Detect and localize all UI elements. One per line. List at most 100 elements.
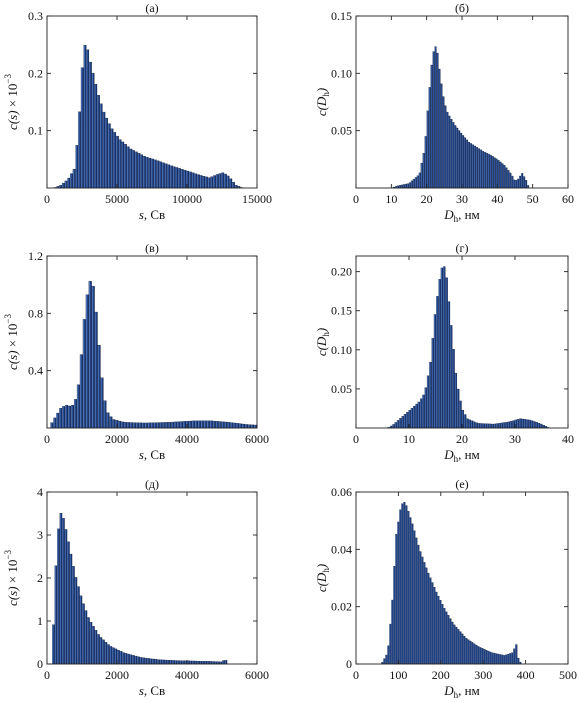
bar <box>100 377 104 429</box>
bar <box>519 418 522 429</box>
bar <box>389 623 392 665</box>
y-tick-label: 0.02 <box>331 600 352 614</box>
bar <box>94 630 98 665</box>
bar <box>521 173 524 189</box>
bar <box>462 135 465 189</box>
bar <box>449 618 452 665</box>
bar <box>56 412 60 429</box>
bar <box>115 135 119 189</box>
bar <box>167 164 171 189</box>
bar <box>507 653 510 665</box>
panel-title: (б) <box>455 1 469 15</box>
bar <box>469 640 472 665</box>
bar <box>218 173 222 189</box>
bar <box>82 319 86 429</box>
y-tick-label: 3 <box>37 528 43 542</box>
bar <box>516 419 520 429</box>
y-tick-label: 2 <box>37 571 43 585</box>
bar <box>438 279 441 429</box>
bar <box>192 660 195 665</box>
bar <box>433 587 436 665</box>
bar <box>467 141 471 189</box>
bar <box>139 657 143 665</box>
bar <box>127 422 131 429</box>
bar <box>188 420 193 429</box>
bar <box>495 158 498 189</box>
bar <box>194 173 198 189</box>
bar <box>482 423 485 429</box>
bar <box>469 143 472 189</box>
panel-title: (г) <box>456 241 469 255</box>
bar <box>159 422 163 429</box>
bar <box>161 162 165 189</box>
bar <box>212 420 216 429</box>
bar <box>442 96 445 189</box>
panel-4: 0 10 20 30 40 0.05 0.10 0.15 0.20 (г) Dh, нм c(Dh) <box>314 241 574 464</box>
x-tick-label: 10000 <box>172 192 202 206</box>
bar <box>162 659 165 665</box>
bar <box>109 416 113 429</box>
bar <box>129 654 133 665</box>
bar <box>465 139 469 189</box>
bar <box>97 634 100 665</box>
bar <box>422 153 425 189</box>
bar <box>137 656 140 665</box>
bar <box>205 176 208 189</box>
bar <box>456 127 459 189</box>
bar <box>247 424 252 429</box>
bar <box>424 136 427 189</box>
bar <box>419 398 423 429</box>
bar <box>426 375 430 429</box>
bar <box>223 173 227 189</box>
bar <box>459 631 462 665</box>
bar <box>107 644 110 665</box>
bar <box>493 652 496 665</box>
bar <box>505 654 508 665</box>
bar <box>402 184 406 189</box>
bar <box>411 523 414 665</box>
bar <box>507 170 510 189</box>
bar <box>132 422 137 429</box>
bar <box>180 169 184 189</box>
bar <box>147 658 150 665</box>
y-axis-label: c(Dh) <box>314 564 331 592</box>
y-tick-label: 0 <box>346 657 352 671</box>
bar <box>475 422 478 429</box>
y-tick-label: 0.3 <box>28 9 43 23</box>
bar <box>473 643 476 665</box>
bar <box>134 151 138 189</box>
bar <box>460 132 463 189</box>
bar <box>106 412 110 429</box>
bars-6 <box>381 502 522 665</box>
bar <box>473 145 476 189</box>
bar <box>126 146 130 189</box>
x-tick-label: 4000 <box>175 668 199 682</box>
bar <box>206 420 210 429</box>
bar <box>491 423 494 429</box>
bar <box>489 651 492 665</box>
panel-5: 0 2000 4000 6000 0 1 2 3 4 (д) s, Св c(s) × 10−3 <box>3 477 269 698</box>
bar <box>199 175 203 189</box>
bar <box>395 533 398 665</box>
bar <box>151 158 154 189</box>
bar <box>135 422 139 429</box>
panel-title: (в) <box>145 241 159 255</box>
bar <box>87 617 90 665</box>
bar <box>97 95 100 189</box>
bar <box>121 421 125 429</box>
bar <box>509 172 512 189</box>
bar <box>207 177 211 189</box>
bar <box>152 658 155 665</box>
bar <box>417 544 420 665</box>
bar <box>450 119 453 189</box>
x-tick-label: 30 <box>456 192 468 206</box>
bar <box>511 652 514 665</box>
bar <box>429 577 432 665</box>
bar <box>117 649 120 665</box>
bar <box>393 566 396 665</box>
bar <box>409 517 412 665</box>
bar <box>515 180 518 189</box>
bar <box>445 611 448 665</box>
y-tick-label: 0.20 <box>331 265 352 279</box>
bar <box>513 648 516 665</box>
